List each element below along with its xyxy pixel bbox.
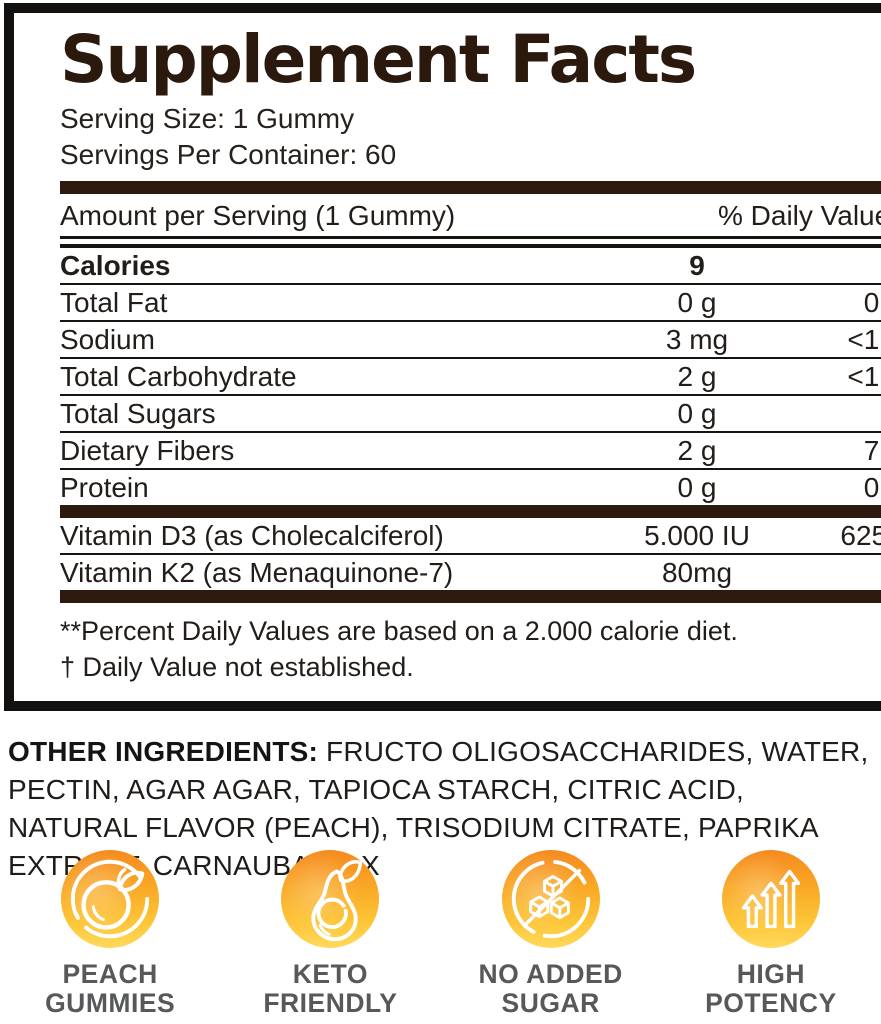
nutrient-amount: 2 g bbox=[677, 361, 717, 392]
badge-label: HIGH POTENCY bbox=[705, 959, 837, 1018]
vitamin-name: Vitamin K2 (as Menaquinone-7) bbox=[60, 557, 454, 588]
table-row: Dietary Fibers 2 g 7 % bbox=[60, 433, 881, 470]
avocado-icon bbox=[281, 850, 380, 948]
serving-size: Serving Size: 1 Gummy bbox=[60, 103, 355, 134]
nutrient-name: Dietary Fibers bbox=[60, 435, 235, 466]
nutrient-dv: <1 % bbox=[847, 361, 881, 392]
other-ingredients-heading: OTHER INGREDIENTS: bbox=[8, 736, 319, 767]
footnote-dagger: † Daily Value not established. bbox=[60, 652, 414, 682]
serving-info: Serving Size: 1 Gummy Servings Per Conta… bbox=[60, 101, 881, 173]
nutrient-dv: † bbox=[782, 399, 881, 429]
vitamin-name: Vitamin D3 (as Cholecalciferol) bbox=[60, 520, 444, 551]
nutrient-name: Total Fat bbox=[60, 287, 168, 318]
nutrient-amount: 0 g bbox=[677, 472, 717, 503]
peach-icon bbox=[61, 850, 160, 948]
badge-label: PEACH GUMMIES bbox=[45, 959, 176, 1018]
nutrient-dv: <1 % bbox=[847, 324, 881, 355]
vitamin-amount: 80mg bbox=[661, 557, 733, 588]
nutrient-dv: 7 % bbox=[863, 435, 881, 466]
nutrient-dv: 0 % bbox=[863, 472, 881, 503]
other-ingredients-list: FRUCTO OLIGOSACCHARIDES, WATER, PECTIN, … bbox=[8, 736, 869, 881]
no-sugar-icon bbox=[501, 850, 600, 948]
table-row: Total Carbohydrate 2 g <1 % bbox=[60, 359, 881, 396]
badge-peach-gummies: PEACH GUMMIES bbox=[0, 850, 220, 1018]
table-row-vitamin: Vitamin D3 (as Cholecalciferol) 5.000 IU… bbox=[60, 518, 881, 555]
vitamin-dv: † bbox=[782, 558, 881, 588]
panel-title: Supplement Facts bbox=[60, 21, 697, 98]
table-header-row: Amount per Serving (1 Gummy) % Daily Val… bbox=[60, 194, 881, 236]
table-row-vitamin: Vitamin K2 (as Menaquinone-7) 80mg † bbox=[60, 555, 881, 590]
vitamin-dv: 625% bbox=[840, 520, 881, 551]
nutrient-amount: 3 mg bbox=[665, 324, 729, 355]
table-row: Sodium 3 mg <1 % bbox=[60, 322, 881, 359]
badge-high-potency: HIGH POTENCY bbox=[661, 850, 881, 1018]
nutrient-amount: 0 g bbox=[677, 287, 717, 318]
nutrient-dv: 0 % bbox=[863, 287, 881, 318]
table-row: Total Sugars 0 g † bbox=[60, 396, 881, 433]
separator-bar-bottom bbox=[60, 590, 881, 603]
table-row: Total Fat 0 g 0 % bbox=[60, 285, 881, 322]
footnotes: **Percent Daily Values are based on a 2.… bbox=[60, 613, 881, 685]
table-row-calories: Calories 9 bbox=[60, 248, 881, 285]
badge-no-added-sugar: NO ADDED SUGAR bbox=[441, 850, 661, 1018]
separator-bar-top bbox=[60, 181, 881, 194]
nutrient-name: Sodium bbox=[60, 324, 155, 355]
calories-amount: 9 bbox=[689, 250, 705, 281]
badge-label: NO ADDED SUGAR bbox=[478, 959, 623, 1018]
nutrient-name: Total Sugars bbox=[60, 398, 216, 429]
badge-keto-friendly: KETO FRIENDLY bbox=[220, 850, 440, 1018]
badge-label: KETO FRIENDLY bbox=[263, 959, 398, 1018]
calories-label: Calories bbox=[60, 250, 171, 281]
table-row: Protein 0 g 0 % bbox=[60, 470, 881, 505]
header-double-rule bbox=[60, 236, 881, 248]
supplement-facts-panel: Supplement Facts Serving Size: 1 Gummy S… bbox=[4, 3, 881, 711]
nutrient-name: Total Carbohydrate bbox=[60, 361, 297, 392]
nutrient-name: Protein bbox=[60, 472, 149, 503]
header-daily-value: % Daily Value** bbox=[717, 200, 881, 231]
servings-per-container: Servings Per Container: 60 bbox=[60, 139, 397, 170]
separator-bar-middle bbox=[60, 505, 881, 518]
feature-badges-row: PEACH GUMMIES KETO FRIENDLY bbox=[0, 850, 881, 1018]
nutrient-amount: 0 g bbox=[677, 398, 717, 429]
header-amount-per-serving: Amount per Serving (1 Gummy) bbox=[60, 200, 456, 231]
arrows-up-icon bbox=[721, 850, 820, 948]
vitamin-amount: 5.000 IU bbox=[644, 520, 750, 551]
footnote-daily-values: **Percent Daily Values are based on a 2.… bbox=[60, 616, 738, 646]
nutrient-amount: 2 g bbox=[677, 435, 717, 466]
other-ingredients: OTHER INGREDIENTS: FRUCTO OLIGOSACCHARID… bbox=[8, 733, 872, 885]
